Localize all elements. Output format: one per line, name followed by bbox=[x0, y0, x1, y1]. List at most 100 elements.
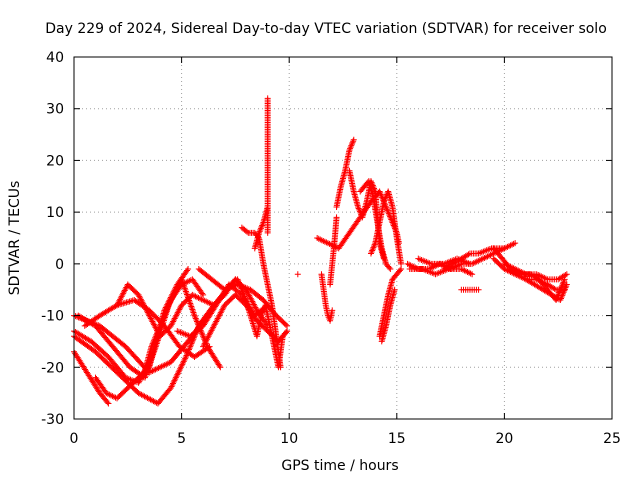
data-point bbox=[181, 356, 188, 363]
data-point bbox=[152, 334, 159, 341]
data-point bbox=[175, 370, 182, 377]
data-point bbox=[398, 266, 405, 273]
data-point bbox=[193, 318, 200, 325]
data-point bbox=[398, 260, 405, 267]
data-point bbox=[105, 400, 112, 407]
data-point bbox=[560, 279, 567, 286]
x-tick-label: 15 bbox=[388, 431, 406, 447]
x-tick-label: 25 bbox=[603, 431, 621, 447]
data-point bbox=[329, 307, 336, 314]
data-point bbox=[381, 197, 388, 204]
plot-frame bbox=[73, 56, 613, 420]
data-point bbox=[180, 359, 187, 366]
y-axis-label: SDTVAR / TECUs bbox=[7, 181, 23, 296]
y-tick-label: -20 bbox=[41, 360, 64, 376]
data-point bbox=[333, 214, 340, 221]
data-point bbox=[350, 136, 357, 143]
data-point bbox=[371, 243, 378, 250]
data-point bbox=[182, 353, 189, 360]
data-point bbox=[157, 322, 164, 329]
data-point bbox=[199, 331, 206, 338]
data-point bbox=[148, 343, 155, 350]
data-point bbox=[187, 343, 194, 350]
series-track-24 bbox=[378, 286, 398, 345]
data-point bbox=[156, 324, 163, 331]
data-point bbox=[185, 266, 192, 273]
axis-ticks: 0 5 10 15 20 25 -30 -20 -10 0 10 20 30 40 bbox=[41, 50, 621, 447]
data-point bbox=[171, 377, 178, 384]
data-point bbox=[175, 368, 182, 375]
data-point bbox=[387, 266, 394, 273]
data-point bbox=[384, 207, 391, 214]
data-point bbox=[347, 144, 354, 151]
data-point bbox=[257, 226, 264, 233]
data-point bbox=[180, 358, 187, 365]
data-point bbox=[282, 321, 289, 328]
data-point bbox=[191, 312, 198, 319]
data-point bbox=[187, 342, 194, 349]
data-point bbox=[258, 223, 265, 230]
data-point bbox=[169, 380, 176, 387]
data-point bbox=[386, 264, 393, 271]
data-point bbox=[170, 379, 177, 386]
data-series bbox=[71, 95, 570, 407]
series-isolated bbox=[294, 271, 301, 278]
y-tick-label: 0 bbox=[55, 257, 64, 273]
data-point bbox=[388, 216, 395, 223]
data-point bbox=[192, 315, 199, 322]
series-track-32 bbox=[501, 260, 570, 283]
data-point bbox=[397, 267, 404, 274]
data-point bbox=[475, 286, 482, 293]
data-point bbox=[257, 225, 264, 232]
data-point bbox=[563, 271, 570, 278]
data-point bbox=[348, 142, 355, 149]
data-point bbox=[167, 384, 174, 391]
x-tick-label: 0 bbox=[70, 431, 79, 447]
x-tick-label: 5 bbox=[177, 431, 186, 447]
data-point bbox=[370, 244, 377, 251]
data-point bbox=[154, 330, 161, 337]
y-tick-label: 20 bbox=[46, 153, 64, 169]
data-point bbox=[184, 267, 191, 274]
grid-lines bbox=[74, 57, 612, 419]
data-point bbox=[355, 203, 362, 210]
series-track-28 bbox=[441, 240, 519, 273]
series-track-21 bbox=[357, 178, 394, 273]
data-point bbox=[152, 333, 159, 340]
x-axis-label: GPS time / hours bbox=[281, 458, 398, 474]
data-point bbox=[153, 331, 160, 338]
series-track-9 bbox=[139, 322, 164, 381]
data-point bbox=[186, 345, 193, 352]
data-point bbox=[173, 373, 180, 380]
y-tick-label: 30 bbox=[46, 102, 64, 118]
data-point bbox=[169, 382, 176, 389]
series-track-29 bbox=[458, 286, 482, 293]
data-point bbox=[200, 333, 207, 340]
data-point bbox=[182, 355, 189, 362]
data-point bbox=[205, 344, 212, 351]
data-point bbox=[371, 241, 378, 248]
data-point bbox=[559, 280, 566, 287]
data-point bbox=[277, 364, 284, 371]
data-point bbox=[149, 340, 156, 347]
data-point bbox=[256, 229, 263, 236]
series-spike-9h bbox=[264, 95, 271, 236]
series-track-27 bbox=[415, 255, 473, 267]
data-point bbox=[350, 138, 357, 145]
data-point bbox=[216, 362, 223, 369]
data-point bbox=[558, 283, 565, 290]
y-tick-label: -10 bbox=[41, 309, 64, 325]
data-point bbox=[217, 364, 224, 371]
data-point bbox=[188, 340, 195, 347]
data-point bbox=[562, 272, 569, 279]
data-point bbox=[177, 365, 184, 372]
data-point bbox=[154, 328, 161, 335]
data-point bbox=[369, 247, 376, 254]
data-point bbox=[466, 260, 473, 267]
data-point bbox=[356, 206, 363, 213]
series-track-6 bbox=[81, 297, 213, 360]
data-point bbox=[382, 195, 389, 202]
x-tick-label: 20 bbox=[495, 431, 513, 447]
y-tick-label: 10 bbox=[46, 205, 64, 221]
data-point bbox=[258, 312, 265, 319]
